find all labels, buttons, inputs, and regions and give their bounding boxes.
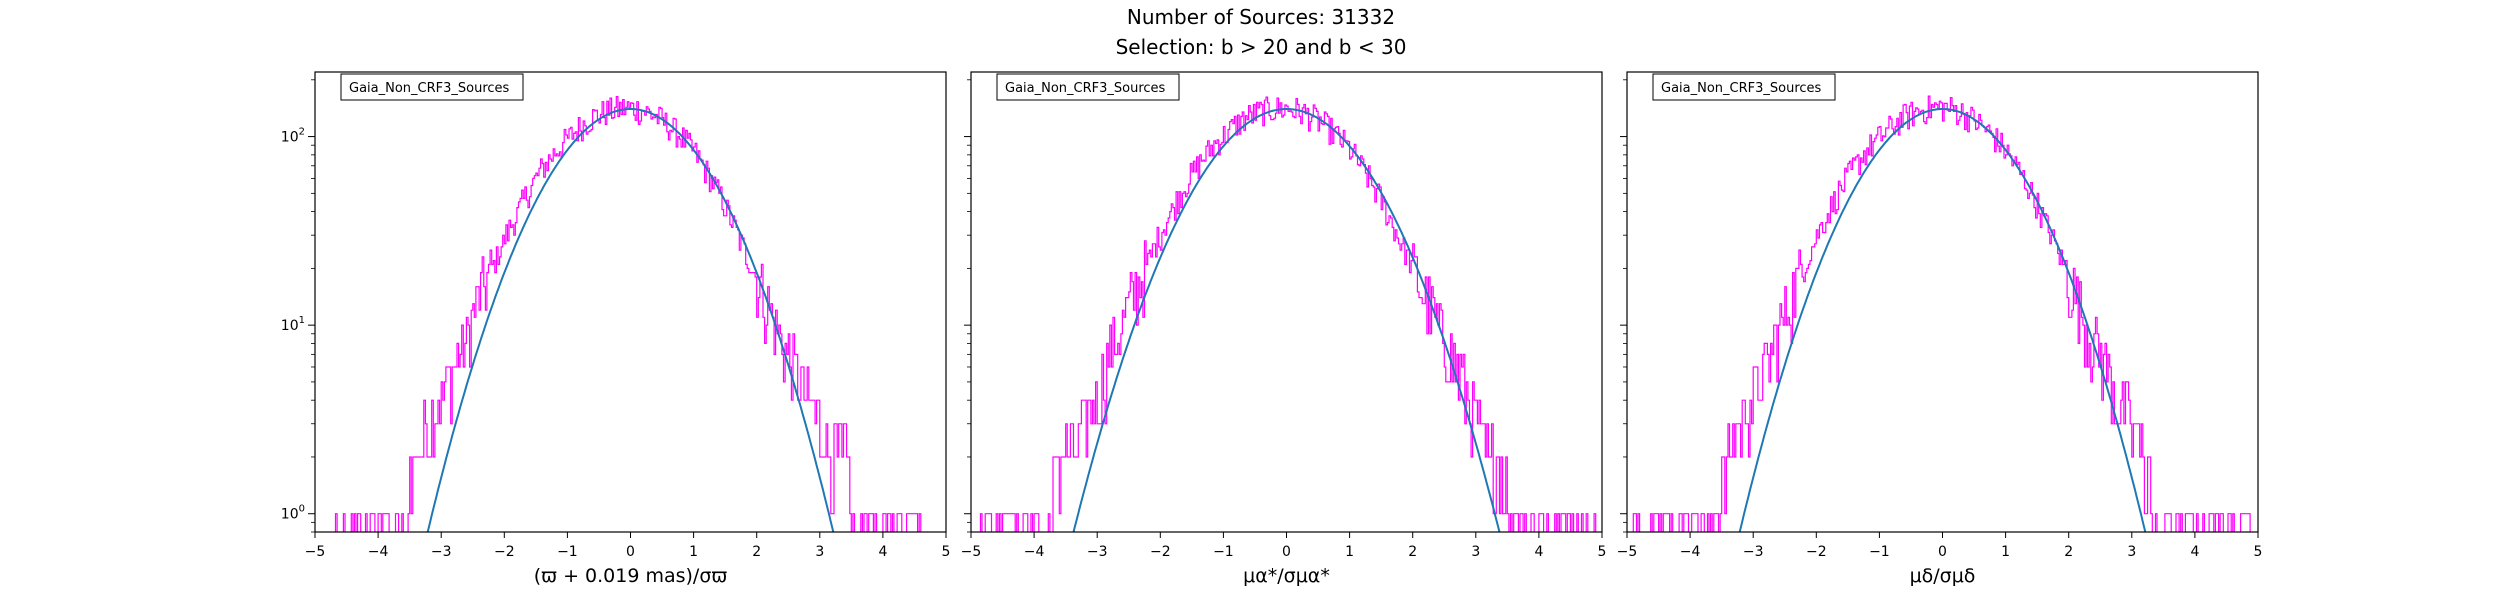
x-tick-label: 3 (2127, 544, 2136, 560)
x-tick-label: −2 (494, 544, 515, 560)
x-tick-label: −4 (1680, 544, 1701, 560)
legend-label: Gaia_Non_CRF3_Sources (349, 81, 510, 96)
legend-label: Gaia_Non_CRF3_Sources (1661, 81, 1822, 96)
x-tick-label: −3 (431, 544, 452, 560)
y-tick-label: 101 (281, 315, 305, 334)
x-axis-label: μδ/σμδ (1910, 565, 1976, 587)
x-tick-label: 4 (878, 544, 887, 560)
x-tick-label: 0 (1938, 544, 1947, 560)
legend-box (996, 73, 1180, 101)
histogram-series (979, 96, 1597, 532)
plot-area (1632, 95, 2251, 532)
x-tick-label: 0 (1282, 544, 1291, 560)
x-tick-label: 2 (2064, 544, 2073, 560)
x-tick-label: −1 (557, 544, 578, 560)
x-tick-label: 1 (689, 544, 698, 560)
x-tick-label: −2 (1150, 544, 1171, 560)
x-tick-label: 5 (942, 544, 951, 560)
x-tick-label: −5 (961, 544, 982, 560)
x-axis-label: (ϖ + 0.019 mas)/σϖ (534, 565, 728, 587)
y-tick-label: 102 (281, 127, 305, 146)
x-tick-label: −1 (1869, 544, 1890, 560)
panel-1: −5 −4 −3 −2 −1 0 1 2 3 4 5 100 101 102 (ϖ + 0.019 mas)… (281, 71, 951, 587)
histogram-series (334, 96, 922, 532)
x-tick-label: 1 (1345, 544, 1354, 560)
legend-label: Gaia_Non_CRF3_Sources (1005, 81, 1166, 96)
x-axis-label: μα*/σμα* (1243, 565, 1330, 587)
gaussian-fit-line (1072, 108, 1501, 532)
x-tick-label: 4 (1534, 544, 1543, 560)
legend-box (340, 73, 524, 101)
x-tick-label: −3 (1743, 544, 1764, 560)
x-tick-label: −4 (368, 544, 389, 560)
figure-title-line1: Number of Sources: 31332 (1127, 5, 1395, 29)
plot-area (334, 96, 922, 532)
gaussian-fit-line (1738, 108, 2147, 532)
panel-2: −5 −4 −3 −2 −1 0 1 2 3 4 5 μα*/σμα* Gaia_Non_CRF3_So… (961, 71, 1607, 587)
x-tick-label: −5 (305, 544, 326, 560)
x-tick-label: 5 (1598, 544, 1607, 560)
legend: Gaia_Non_CRF3_Sources (1652, 73, 1836, 101)
legend: Gaia_Non_CRF3_Sources (340, 73, 524, 101)
histogram-series (1632, 95, 2251, 532)
x-tick-label: 1 (2001, 544, 2010, 560)
x-tick-label: −5 (1617, 544, 1638, 560)
x-tick-label: −2 (1806, 544, 1827, 560)
panel-3: −5 −4 −3 −2 −1 0 1 2 3 4 5 μδ/σμδ Gaia_Non_CRF3_Sour… (1617, 71, 2263, 587)
x-tick-label: 3 (815, 544, 824, 560)
plot-area (979, 96, 1597, 532)
x-tick-label: −4 (1024, 544, 1045, 560)
x-tick-label: −3 (1087, 544, 1108, 560)
x-tick-label: −1 (1213, 544, 1234, 560)
y-tick-label: 100 (281, 504, 305, 523)
x-tick-label: 5 (2254, 544, 2263, 560)
x-tick-label: 4 (2190, 544, 2199, 560)
x-tick-label: 2 (1408, 544, 1417, 560)
gaussian-fit-line (426, 108, 835, 532)
figure-title-line2: Selection: b > 20 and b < 30 (1116, 35, 1407, 59)
x-tick-label: 2 (752, 544, 761, 560)
x-tick-label: 3 (1471, 544, 1480, 560)
legend: Gaia_Non_CRF3_Sources (996, 73, 1180, 101)
x-tick-label: 0 (626, 544, 635, 560)
legend-box (1652, 73, 1836, 101)
